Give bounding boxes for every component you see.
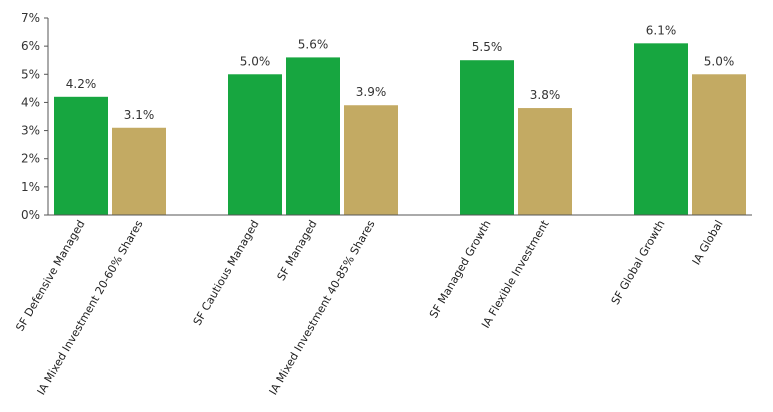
data-label: 3.9%: [356, 85, 387, 99]
data-label: 5.5%: [472, 40, 503, 54]
y-tick-label: 5%: [21, 67, 40, 81]
data-label: 5.0%: [240, 54, 271, 68]
data-label: 5.0%: [704, 54, 735, 68]
data-label: 3.1%: [124, 108, 155, 122]
bar-sf: [54, 96, 108, 215]
y-tick-label: 0%: [21, 208, 40, 222]
bar-sf: [460, 60, 514, 215]
bars: [54, 43, 746, 216]
y-tick-label: 1%: [21, 180, 40, 194]
bar-ia: [692, 74, 746, 216]
category-label: SF Defensive Managed: [13, 218, 87, 334]
data-label: 4.2%: [66, 77, 97, 91]
y-tick-label: 4%: [21, 95, 40, 109]
y-tick-label: 3%: [21, 124, 40, 138]
category-label: SF Cautious Managed: [191, 218, 262, 328]
category-label: IA Flexible Investment: [479, 217, 552, 330]
category-label: SF Managed Growth: [427, 218, 494, 320]
data-label: 5.6%: [298, 37, 329, 51]
bar-ia: [344, 105, 398, 215]
data-label: 6.1%: [646, 23, 677, 37]
bar-sf: [286, 57, 340, 216]
bar-sf: [228, 74, 282, 216]
data-label: 3.8%: [530, 88, 561, 102]
y-tick-label: 7%: [21, 11, 40, 25]
category-label: SF Global Growth: [609, 218, 668, 307]
category-label: IA Mixed Investment 20-60% Shares: [35, 218, 146, 397]
category-label: IA Mixed Investment 40-85% Shares: [267, 218, 378, 397]
bar-ia: [518, 108, 572, 215]
y-tick-label: 2%: [21, 152, 40, 166]
bar-sf: [634, 43, 688, 216]
category-label: SF Managed: [275, 218, 320, 283]
y-tick-label: 6%: [21, 39, 40, 53]
value-labels: 4.2% 3.1% 5.0% 5.6% 3.9% 5.5% 3.8% 6.1% 5.0%: [66, 23, 735, 121]
category-label: IA Global: [690, 218, 726, 267]
bar-ia: [112, 127, 166, 215]
y-axis: 0% 1% 2% 3% 4% 5% 6% 7%: [21, 11, 49, 222]
